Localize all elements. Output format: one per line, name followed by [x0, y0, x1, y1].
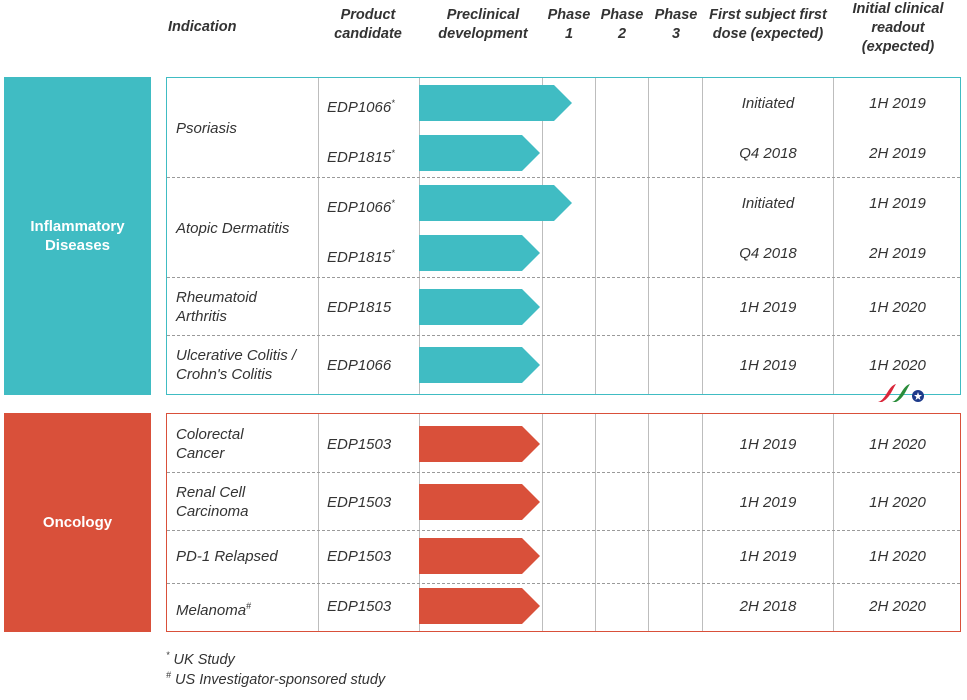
- column-divider: [648, 78, 649, 394]
- column-divider: [542, 78, 543, 394]
- row-divider: [167, 583, 960, 584]
- pipeline-progress-arrow: [419, 185, 572, 221]
- readout-date: 2H 2019: [869, 245, 926, 262]
- product-candidate: EDP1066*: [327, 98, 395, 116]
- readout-date: 1H 2020: [869, 357, 926, 374]
- product-candidate: EDP1815*: [327, 148, 395, 166]
- row-divider: [167, 277, 960, 278]
- header-readout: Initial clinical readout (expected): [852, 1, 944, 55]
- product-candidate: EDP1066*: [327, 198, 395, 216]
- header-first-dose: First subject first dose (expected): [709, 7, 827, 42]
- footnote-us-investigator: # US Investigator-sponsored study: [166, 670, 386, 688]
- product-candidate: EDP1815*: [327, 248, 395, 266]
- row-divider: [167, 177, 960, 178]
- product-candidate: EDP1503: [327, 548, 392, 565]
- first-dose-date: Initiated: [741, 195, 795, 212]
- column-divider: [702, 78, 703, 394]
- column-divider: [318, 78, 319, 394]
- column-divider: [595, 414, 596, 631]
- product-candidate: EDP1503: [327, 436, 392, 453]
- pipeline-progress-arrow: [419, 235, 540, 271]
- product-candidate: EDP1503: [327, 494, 392, 511]
- column-divider: [702, 414, 703, 631]
- pipeline-progress-arrow: [419, 484, 540, 520]
- header-phase-1: Phase 1: [547, 7, 591, 42]
- indication-rheumatoid-arthritis: Rheumatoid Arthritis: [176, 289, 257, 325]
- readout-date: 1H 2020: [869, 436, 926, 453]
- product-candidate: EDP1503: [327, 598, 392, 615]
- header-phase-2: Phase 2: [600, 7, 644, 42]
- readout-date: 1H 2020: [869, 494, 926, 511]
- header-product-candidate: Product candidate: [334, 7, 402, 42]
- inflammatory-group-frame: [166, 77, 961, 395]
- column-divider: [318, 414, 319, 631]
- first-dose-date: 1H 2019: [739, 436, 797, 453]
- pipeline-progress-arrow: [419, 426, 540, 462]
- column-divider: [833, 78, 834, 394]
- header-indication: Indication: [168, 19, 237, 35]
- first-dose-date: Initiated: [741, 95, 795, 112]
- first-dose-date: Q4 2018: [739, 245, 797, 262]
- first-dose-date: 2H 2018: [739, 598, 797, 615]
- indication-pd1-relapsed: PD-1 Relapsed: [176, 548, 278, 565]
- indication-ulcerative-colitis: Ulcerative Colitis / Crohn's Colitis: [176, 347, 297, 383]
- readout-date: 1H 2020: [869, 548, 926, 565]
- readout-date: 2H 2019: [869, 145, 926, 162]
- readout-date: 1H 2019: [869, 95, 926, 112]
- indication-melanoma: Melanoma#: [176, 601, 252, 619]
- indication-renal-cell-carcinoma: Renal Cell Carcinoma: [176, 484, 249, 520]
- pipeline-progress-arrow: [419, 538, 540, 574]
- indication-colorectal-cancer: Colorectal Cancer: [176, 426, 244, 462]
- column-divider: [542, 414, 543, 631]
- row-divider: [167, 335, 960, 336]
- category-oncology: Oncology: [4, 413, 151, 632]
- column-divider: [648, 414, 649, 631]
- readout-date: 2H 2020: [869, 598, 926, 615]
- first-dose-date: 1H 2019: [739, 548, 797, 565]
- product-candidate: EDP1066: [327, 357, 392, 374]
- category-inflammatory-diseases: Inflammatory Diseases: [4, 77, 151, 395]
- indication-psoriasis: Psoriasis: [176, 120, 237, 137]
- pipeline-progress-arrow: [419, 347, 540, 383]
- pipeline-progress-arrow: [419, 85, 572, 121]
- company-logo-icon: [878, 384, 924, 402]
- first-dose-date: 1H 2019: [739, 357, 797, 374]
- row-divider: [167, 472, 960, 473]
- footnote-uk-study: * UK Study: [166, 650, 235, 668]
- first-dose-date: 1H 2019: [739, 494, 797, 511]
- pipeline-progress-arrow: [419, 588, 540, 624]
- oncology-group-frame: [166, 413, 961, 632]
- header-preclinical: Preclinical development: [438, 7, 528, 42]
- column-divider: [833, 414, 834, 631]
- pipeline-progress-arrow: [419, 289, 540, 325]
- first-dose-date: Q4 2018: [739, 145, 797, 162]
- row-divider: [167, 530, 960, 531]
- indication-atopic-dermatitis: Atopic Dermatitis: [176, 220, 290, 237]
- readout-date: 1H 2019: [869, 195, 926, 212]
- header-phase-3: Phase 3: [654, 7, 698, 42]
- pipeline-progress-arrow: [419, 135, 540, 171]
- column-divider: [595, 78, 596, 394]
- product-candidate: EDP1815: [327, 299, 392, 316]
- first-dose-date: 1H 2019: [739, 299, 797, 316]
- column-divider: [419, 414, 420, 631]
- readout-date: 1H 2020: [869, 299, 926, 316]
